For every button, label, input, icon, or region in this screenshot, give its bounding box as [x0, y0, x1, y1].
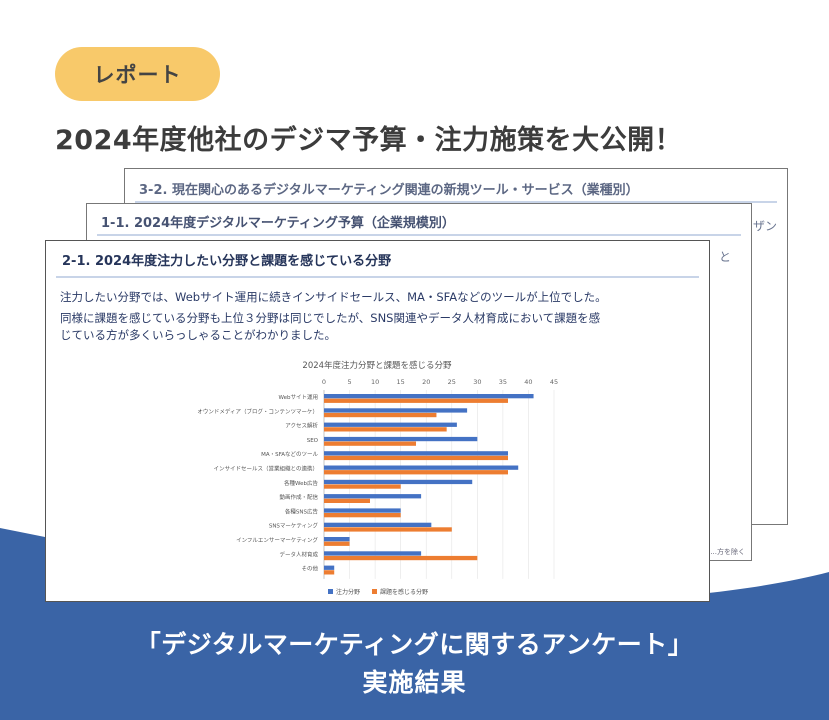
bar-issue — [324, 398, 508, 403]
middle-page-side-text: と — [719, 250, 732, 264]
bar-focus — [324, 565, 335, 570]
category-label: その他 — [301, 565, 318, 573]
category-label: 各種Web広告 — [284, 479, 318, 487]
category-label: SEO — [307, 438, 319, 444]
body-line-2: 同様に課題を感じている分野も上位３分野は同じでしたが、SNS関連やデータ人材育成… — [60, 311, 601, 325]
chart-title: 2024年度注力分野と課題を感じる分野 — [302, 360, 452, 371]
report-page-front: 2-1. 2024年度注力したい分野と課題を感じている分野 注力したい分野では、… — [45, 240, 710, 602]
legend-swatch — [328, 589, 333, 594]
category-label: オウンドメディア（ブログ・コンテンツマーケ） — [197, 407, 318, 415]
body-line-3: じている方が多くいらっしゃることがわかりました。 — [60, 328, 336, 342]
x-tick-label: 45 — [550, 378, 558, 386]
footer-line-1: 「デジタルマーケティングに関するアンケート」 — [135, 630, 694, 659]
category-label: Webサイト運用 — [279, 394, 319, 401]
category-label: インフルエンサーマーケティング — [236, 536, 318, 544]
bar-focus — [324, 451, 508, 456]
bar-issue — [324, 570, 335, 575]
back-page-title: 3-2. 現在関心のあるデジタルマーケティング関連の新規ツール・サービス（業種別… — [139, 183, 639, 198]
report-badge: レポート — [55, 47, 220, 101]
category-label: データ人材育成 — [279, 550, 318, 558]
x-tick-label: 35 — [499, 378, 507, 386]
x-tick-label: 25 — [448, 378, 456, 386]
category-label: MA・SFAなどのツール — [261, 450, 318, 458]
bar-focus — [324, 479, 473, 485]
bar-focus — [324, 465, 519, 470]
x-tick-label: 0 — [322, 378, 326, 386]
bar-focus — [324, 436, 478, 442]
legend-label: 注力分野 — [336, 588, 360, 596]
front-page-rule — [56, 276, 699, 278]
bar-issue — [324, 513, 401, 518]
back-page-rule — [135, 201, 777, 203]
bar-focus — [324, 522, 432, 527]
category-label: アクセス解析 — [285, 422, 318, 430]
x-tick-label: 10 — [371, 378, 379, 386]
bar-chart: 2024年度注力分野と課題を感じる分野 0 5 10 15 20 25 30 35 40 45 Web… — [197, 360, 558, 596]
category-label: 動画作成・配信 — [279, 493, 318, 501]
bar-focus — [324, 422, 457, 427]
legend-swatch — [372, 589, 377, 594]
bar-issue — [324, 527, 452, 532]
bar-issue — [324, 427, 447, 432]
bar-issue — [324, 455, 508, 461]
bar-issue — [324, 470, 508, 475]
x-tick-label: 20 — [422, 378, 430, 386]
legend-label: 課題を感じる分野 — [380, 588, 428, 596]
page-headline: 2024年度他社のデジマ予算・注力施策を大公開！ — [55, 125, 683, 156]
footer-line-2: 実施結果 — [362, 668, 467, 697]
report-badge-label: レポート — [93, 63, 182, 87]
bar-focus — [324, 408, 468, 413]
category-label: 各種SNS広告 — [285, 507, 319, 515]
bar-focus — [324, 508, 401, 513]
middle-page-footnote: ...方を除く — [710, 548, 745, 556]
category-label: インサイドセールス（営業組織との連携） — [214, 465, 318, 473]
x-tick-label: 40 — [524, 378, 532, 386]
bar-issue — [324, 541, 350, 546]
body-line-1: 注力したい分野では、Webサイト運用に続きインサイドセールス、MA・SFAなどの… — [60, 290, 607, 304]
bar-focus — [324, 551, 422, 556]
x-tick-label: 30 — [473, 378, 481, 386]
bar-issue — [324, 498, 370, 503]
middle-page-rule — [97, 234, 741, 236]
bar-focus — [324, 494, 422, 499]
bar-focus — [324, 537, 350, 542]
bar-issue — [324, 441, 416, 446]
bar-issue — [324, 555, 478, 561]
bar-issue — [324, 412, 437, 418]
x-tick-label: 15 — [397, 378, 405, 386]
back-page-side-text: ザン — [753, 219, 778, 233]
front-page-title: 2-1. 2024年度注力したい分野と課題を感じている分野 — [62, 254, 392, 269]
x-tick-label: 5 — [347, 378, 351, 386]
category-label: SNSマーケティング — [269, 522, 319, 530]
middle-page-title: 1-1. 2024年度デジタルマーケティング予算（企業規模別） — [101, 216, 455, 231]
bar-issue — [324, 484, 401, 489]
bar-focus — [324, 394, 534, 399]
